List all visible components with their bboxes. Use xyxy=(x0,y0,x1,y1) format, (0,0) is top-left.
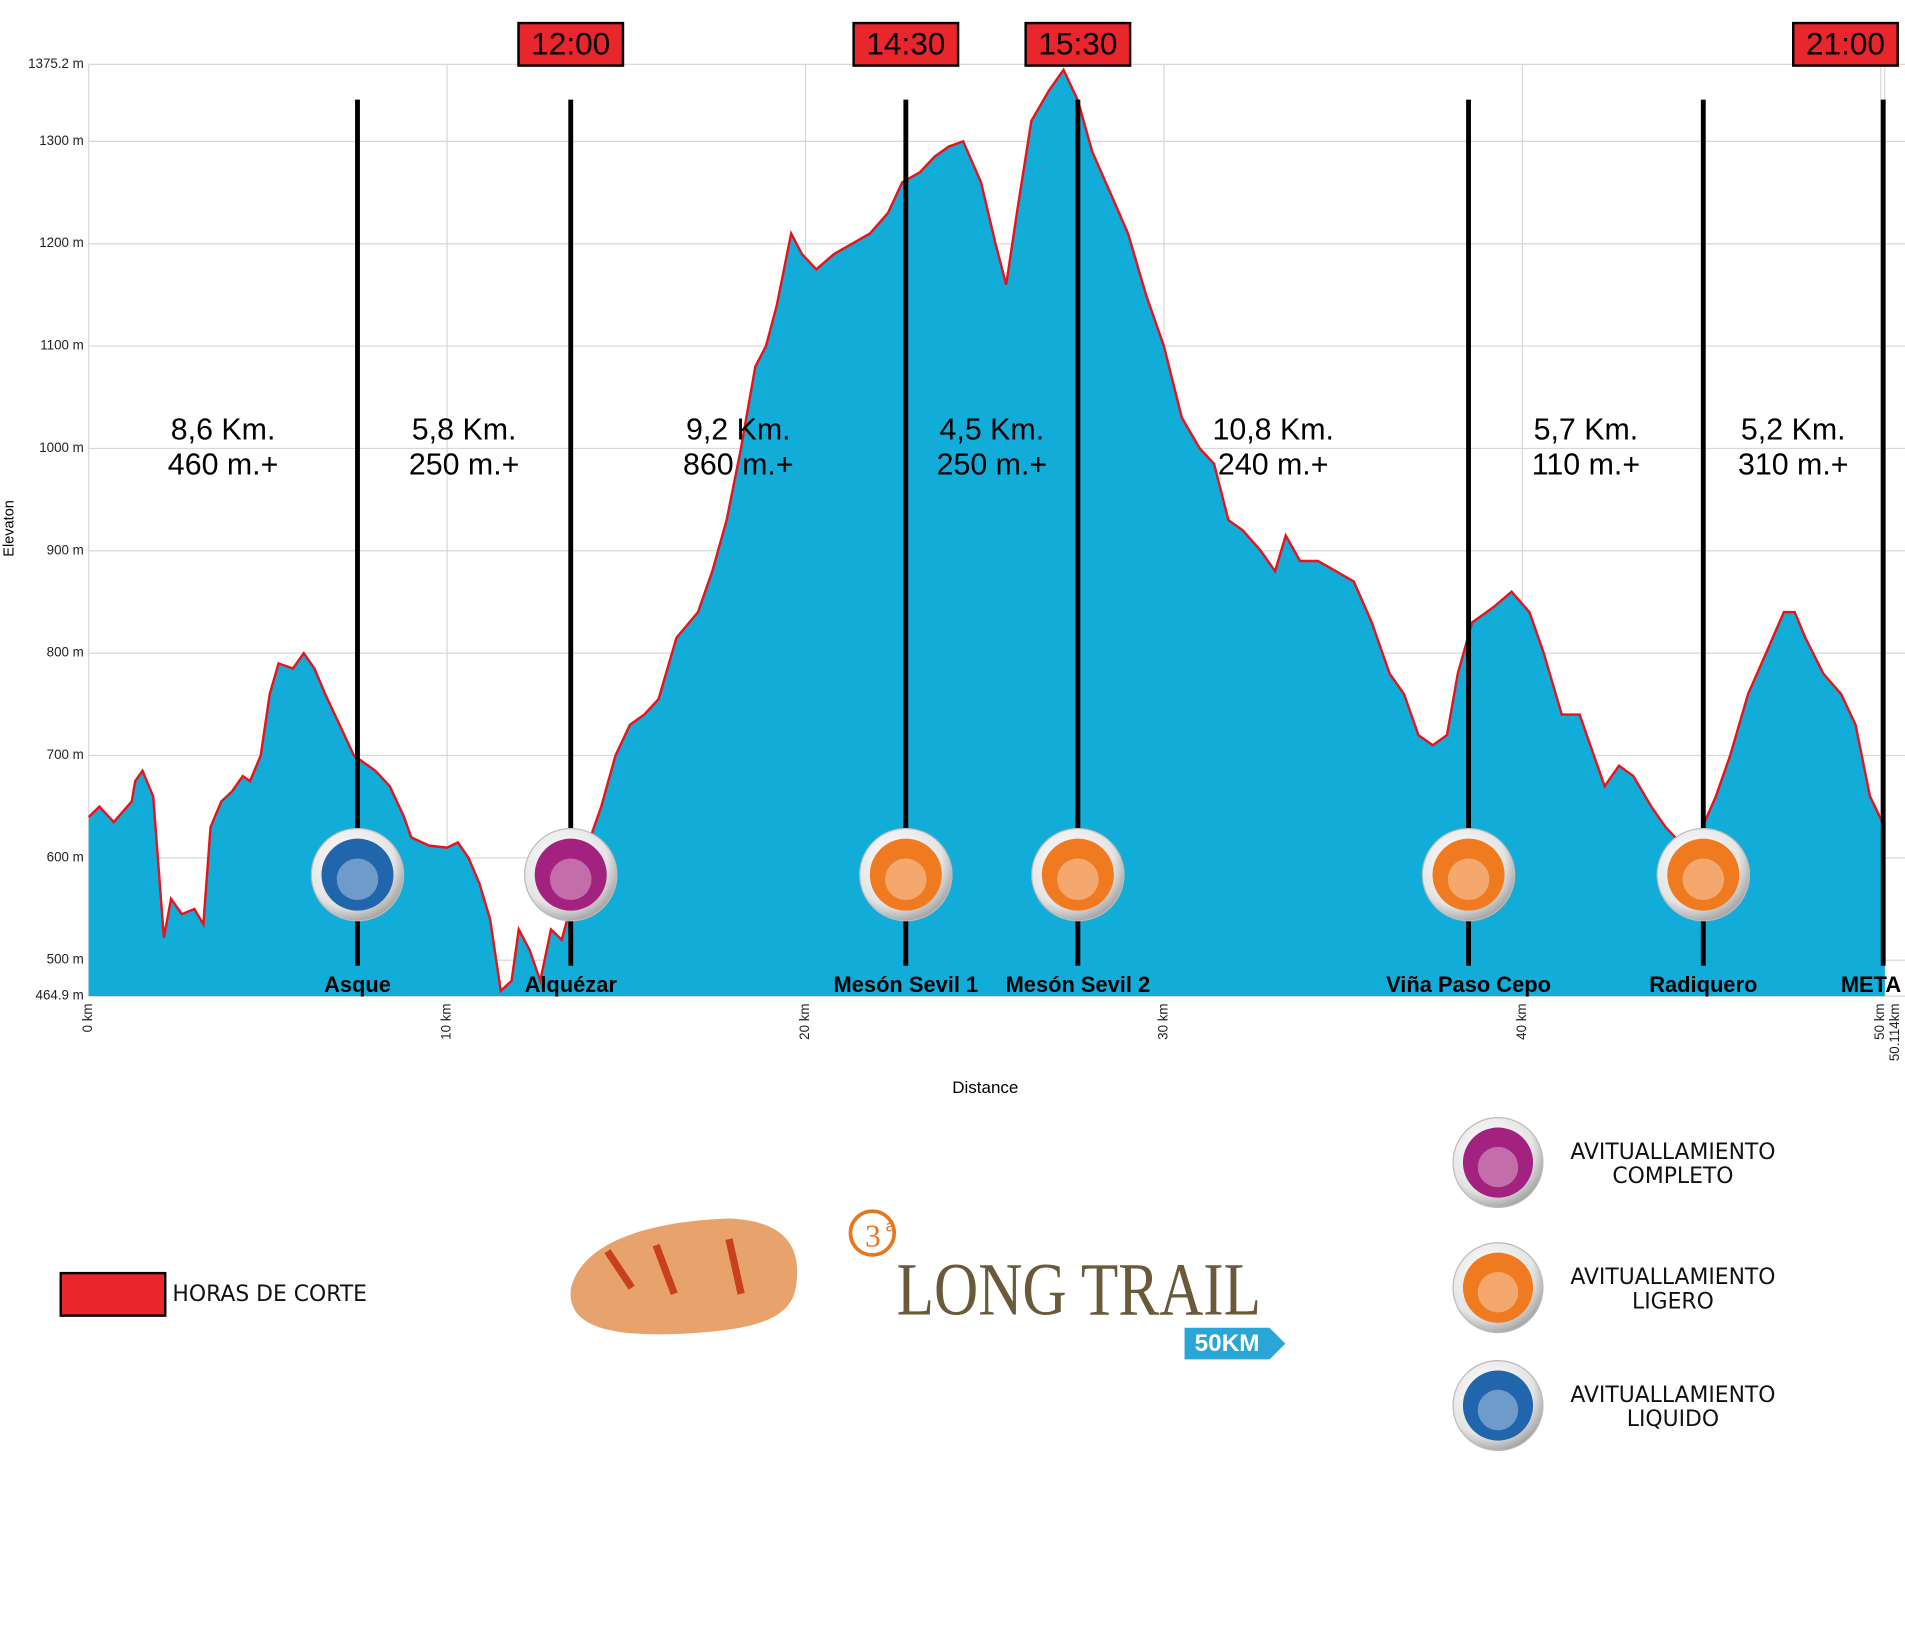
station-icon xyxy=(859,827,953,922)
y-tick-label: 1100 m xyxy=(40,338,84,353)
station-name: Asque xyxy=(324,972,391,997)
logo-edition-suffix: a xyxy=(886,1216,896,1235)
station-icon xyxy=(523,827,618,922)
segment-gain: 240 m.+ xyxy=(1218,449,1329,482)
legend-label: AVITUALLAMIENTO xyxy=(1570,1140,1775,1165)
legend-label: LIGERO xyxy=(1632,1289,1714,1314)
icon-core xyxy=(1462,1127,1534,1198)
cutoff-time: 21:00 xyxy=(1806,26,1885,62)
segment-distance: 10,8 Km. xyxy=(1212,413,1334,446)
y-tick-label: 700 m xyxy=(47,747,84,762)
icon-highlight xyxy=(336,858,379,901)
icon-core xyxy=(1041,838,1114,911)
y-tick-label: 1000 m xyxy=(39,440,84,455)
legend-icon xyxy=(1452,1242,1544,1334)
icon-core xyxy=(321,838,394,911)
icon-highlight xyxy=(1057,858,1099,901)
segment-gain: 860 m.+ xyxy=(683,449,794,482)
station-name: META xyxy=(1841,972,1902,997)
icon-highlight xyxy=(549,858,592,901)
segment-distance: 9,2 Km. xyxy=(686,413,791,446)
icon-highlight xyxy=(1682,858,1725,901)
logo-shape xyxy=(570,1218,798,1335)
x-tick-label: 10 km xyxy=(439,1003,454,1039)
cutoff-box xyxy=(517,21,625,67)
logo-ring xyxy=(848,1209,897,1257)
x-tick-label: 30 km xyxy=(1155,1003,1170,1039)
x-tick-label: 40 km xyxy=(1514,1003,1529,1039)
cutoff-legend-label: HORAS DE CORTE xyxy=(172,1282,367,1307)
icon-highlight xyxy=(1447,858,1490,901)
icon-highlight xyxy=(1477,1146,1519,1188)
segment-distance: 5,2 Km. xyxy=(1741,413,1846,446)
elevation-line xyxy=(87,67,1886,994)
icon-core xyxy=(1667,838,1740,911)
x-axis-title: Distance xyxy=(952,1078,1018,1097)
icon-core xyxy=(869,838,942,911)
station-name: Mesón Sevil 1 xyxy=(834,972,979,997)
station-name: Viña Paso Cepo xyxy=(1386,972,1551,997)
segment-distance: 5,8 Km. xyxy=(412,413,517,446)
legend-label: AVITUALLAMIENTO xyxy=(1570,1265,1775,1290)
logo-edition: 3 xyxy=(865,1218,881,1253)
icon-core xyxy=(534,838,607,911)
logo-title: LONG TRAIL xyxy=(897,1249,1261,1332)
segment-gain: 460 m.+ xyxy=(168,449,279,482)
x-tick-label: 20 km xyxy=(797,1003,812,1039)
y-tick-label: 800 m xyxy=(47,645,84,660)
segment-gain: 250 m.+ xyxy=(937,449,1048,482)
y-tick-label: 600 m xyxy=(47,849,84,864)
elevation-area xyxy=(88,69,1885,997)
y-tick-label: 900 m xyxy=(47,542,84,557)
cutoff-time: 12:00 xyxy=(531,26,610,62)
x-tick-label: 50 km xyxy=(1872,1003,1887,1039)
station-name: Radiquero xyxy=(1649,972,1757,997)
logo-figures xyxy=(604,1238,745,1296)
icon-core xyxy=(1462,1370,1534,1441)
x-tick-label: 50.114km xyxy=(1887,1003,1902,1061)
legend-label: AVITUALLAMIENTO xyxy=(1570,1383,1775,1408)
icon-highlight xyxy=(1477,1271,1519,1313)
segment-distance: 4,5 Km. xyxy=(940,413,1045,446)
cutoff-box xyxy=(1792,21,1899,67)
station-icon xyxy=(1421,827,1516,922)
y-tick-label: 1200 m xyxy=(39,235,84,250)
segment-distance: 5,7 Km. xyxy=(1534,413,1639,446)
y-tick-label: 500 m xyxy=(47,952,84,967)
cutoff-box xyxy=(1024,21,1132,67)
segment-gain: 110 m.+ xyxy=(1532,449,1640,482)
icon-core xyxy=(1462,1252,1534,1323)
segment-distance: 8,6 Km. xyxy=(171,413,276,446)
y-axis-title: Elevaton xyxy=(2,500,18,557)
logo-badge-text: 50KM xyxy=(1195,1330,1260,1357)
icon-core xyxy=(1432,838,1505,911)
station-icon xyxy=(1656,827,1751,922)
x-tick-label: 0 km xyxy=(80,1003,95,1032)
y-tick-label: 1375.2 m xyxy=(28,56,84,71)
station-icon xyxy=(1031,827,1125,922)
station-icon xyxy=(310,827,405,922)
icon-highlight xyxy=(1477,1389,1519,1431)
cutoff-time: 15:30 xyxy=(1038,26,1117,62)
legend-icon xyxy=(1452,1117,1544,1209)
station-name: Alquézar xyxy=(525,972,618,997)
cutoff-box xyxy=(852,21,960,67)
station-name: Mesón Sevil 2 xyxy=(1006,972,1151,997)
y-tick-label: 464.9 m xyxy=(36,988,84,1003)
cutoff-time: 14:30 xyxy=(866,26,945,62)
segment-gain: 250 m.+ xyxy=(409,449,520,482)
legend-label: LIQUIDO xyxy=(1627,1407,1719,1432)
cutoff-legend-swatch xyxy=(59,1271,167,1317)
logo-badge xyxy=(1184,1327,1286,1360)
legend-icon xyxy=(1452,1359,1544,1452)
y-tick-label: 1300 m xyxy=(39,133,84,148)
legend-label: COMPLETO xyxy=(1612,1164,1733,1189)
icon-highlight xyxy=(885,858,927,901)
segment-gain: 310 m.+ xyxy=(1738,449,1849,482)
